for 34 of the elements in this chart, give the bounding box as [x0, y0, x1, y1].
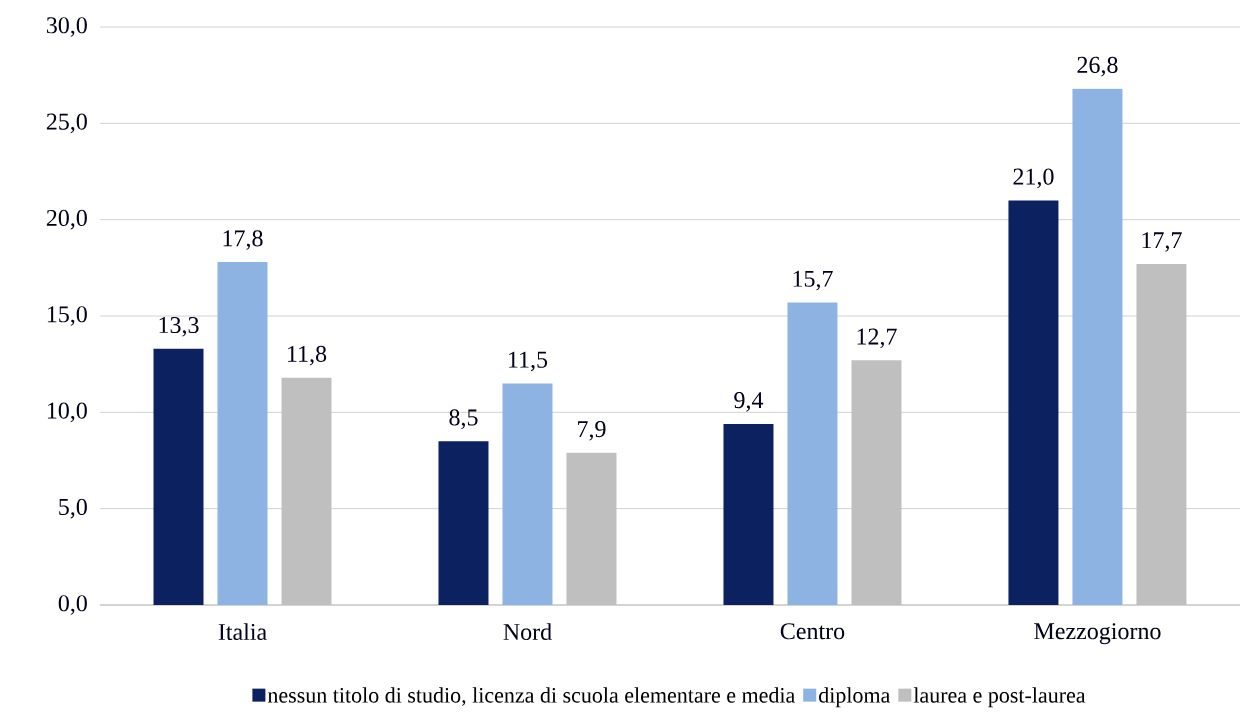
y-tick-label: 0,0 [58, 595, 87, 615]
bar [1008, 200, 1059, 605]
data-label: 21,0 [1013, 168, 1054, 189]
x-tick-label: Mezzogiorno [1034, 623, 1161, 645]
bar [787, 302, 838, 605]
legend-label: diploma [819, 687, 891, 708]
x-tick-label: Nord [503, 623, 552, 641]
bar [217, 262, 268, 605]
x-tick-label: Italia [218, 623, 267, 641]
y-tick-label: 10,0 [47, 402, 87, 423]
bar [438, 441, 489, 605]
y-tick-label: 30,0 [46, 17, 87, 37]
x-tick-label: Centro [780, 623, 845, 640]
data-label: 8,5 [449, 409, 478, 430]
data-label: 7,9 [578, 421, 606, 441]
data-label: 11,5 [509, 351, 548, 372]
data-label: 26,8 [1077, 56, 1118, 77]
y-tick-label: 25,0 [46, 113, 87, 134]
data-label: 17,8 [223, 230, 263, 250]
y-tick-label: 15,0 [47, 306, 87, 326]
bar [502, 383, 553, 605]
data-label: 17,7 [1142, 232, 1182, 252]
bar [153, 348, 204, 605]
data-label: 15,7 [793, 270, 833, 291]
bar [1072, 88, 1123, 605]
data-label: 11,8 [288, 345, 327, 366]
bar [723, 423, 774, 605]
legend-label: nessun titolo di studio, licenza di scuola elementare e media [267, 687, 795, 706]
data-label: 9,4 [734, 392, 764, 412]
data-label: 13,3 [159, 316, 199, 337]
y-tick-label: 20,0 [46, 209, 87, 230]
data-label: 12,7 [857, 328, 897, 349]
y-tick-label: 5,0 [59, 498, 87, 519]
legend-label: laurea e post-laurea [913, 687, 1086, 708]
